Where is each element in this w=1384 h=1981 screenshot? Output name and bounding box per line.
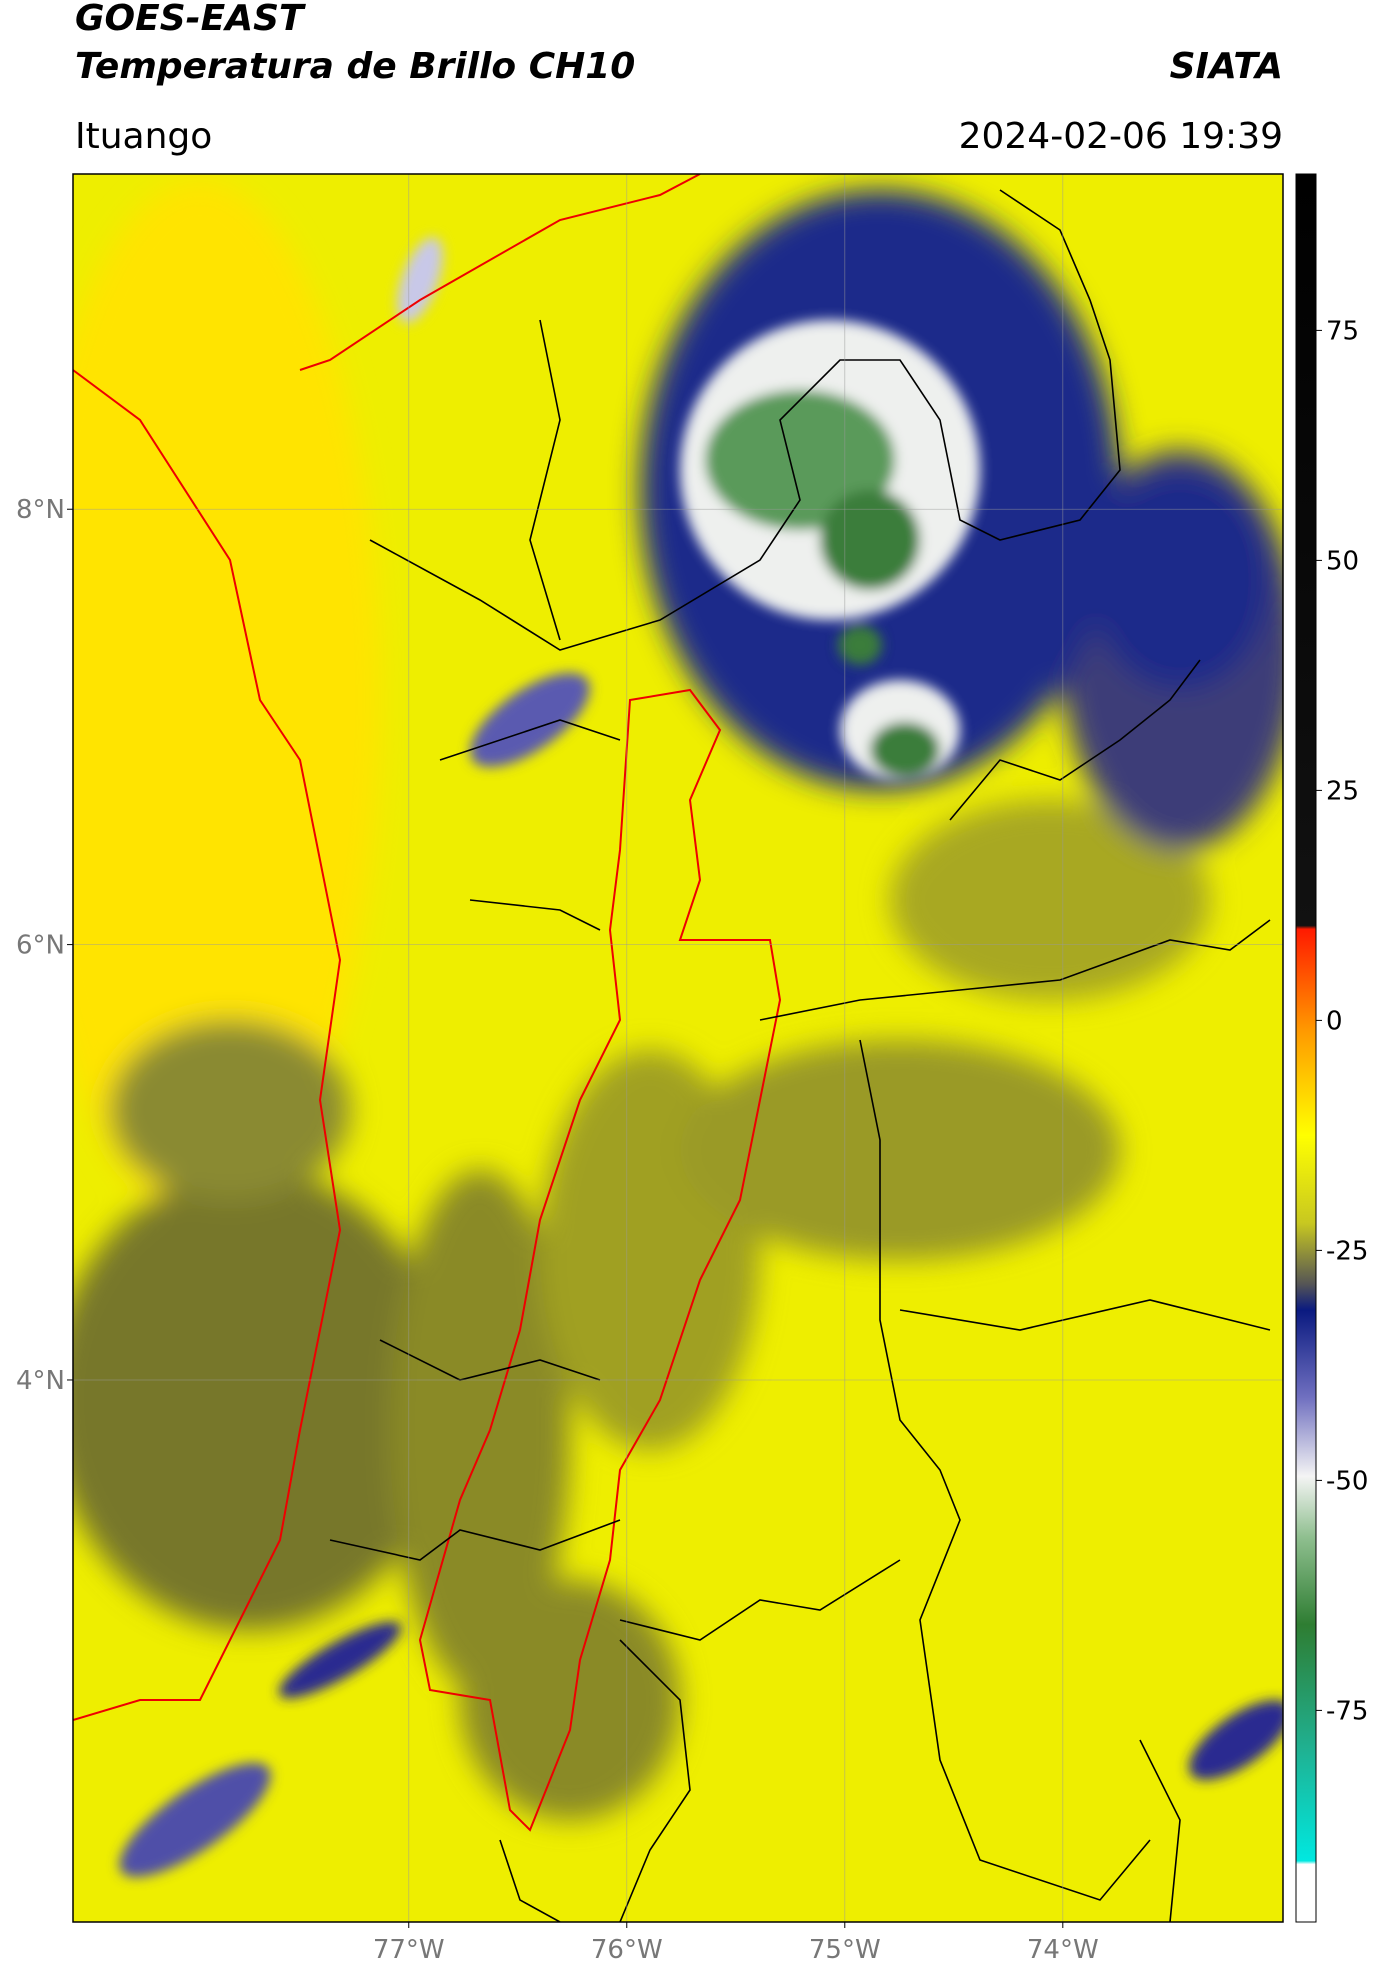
x-tick-label: 77°W (373, 1935, 445, 1965)
subtitle: Temperatura de Brillo CH10 (75, 46, 635, 87)
coastline (73, 369, 342, 1721)
colorbar-tick-label: -25 (1326, 1236, 1368, 1266)
colorbar (1295, 173, 1317, 1923)
y-tick-label: 8°N (16, 495, 65, 525)
colorbar-tick-label: 25 (1326, 776, 1359, 806)
satellite-image (73, 174, 1283, 1922)
colorbar-tick-label: 75 (1326, 316, 1359, 346)
colorbar-tick-label: 50 (1326, 546, 1359, 576)
x-tick-label: 76°W (591, 1935, 663, 1965)
x-tick-label: 75°W (809, 1935, 881, 1965)
location: Ituango (75, 116, 212, 157)
colorbar-tick-label: 0 (1326, 1006, 1343, 1036)
timestamp: 2024-02-06 19:39 (959, 116, 1283, 157)
colorbar-tick-label: -50 (1326, 1466, 1368, 1496)
region-outline (418, 688, 782, 1832)
map-frame (72, 173, 1284, 1923)
colorbar-tick-label: -75 (1326, 1696, 1368, 1726)
graticule (73, 174, 1283, 1922)
y-tick-label: 6°N (16, 931, 65, 961)
x-tick-label: 74°W (1027, 1935, 1099, 1965)
y-tick-label: 4°N (16, 1366, 65, 1396)
axes: 77°W 76°W 75°W 74°W 8°N 6°N 4°N 75 50 25 0 -25 -50 -7… (16, 316, 1368, 1965)
source: SIATA (1170, 46, 1283, 87)
coastline (299, 174, 701, 371)
title: GOES-EAST (75, 0, 306, 39)
boundaries (329, 189, 1271, 1922)
